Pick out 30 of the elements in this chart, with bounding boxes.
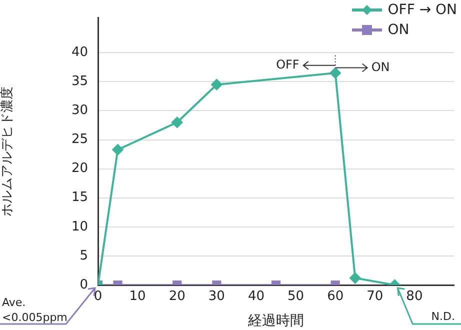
y-tick-label: 35: [71, 74, 88, 90]
y-tick-label: 25: [71, 132, 88, 148]
x-tick-label: 50: [288, 289, 304, 304]
y-tick-label: 0: [80, 277, 88, 292]
y-tick-label: 20: [71, 161, 88, 176]
x-tick-label: 0: [94, 289, 102, 304]
y-axis-title: ホルムアルデヒド濃度: [0, 86, 16, 216]
y-tick-label: 30: [71, 103, 88, 118]
y-tick-label: 5: [80, 248, 88, 264]
annotation: OFF: [276, 58, 300, 72]
x-axis-title: 経過時間: [247, 313, 304, 330]
x-tick-label: 10: [129, 289, 146, 304]
legend-label: ON: [388, 21, 410, 40]
y-tick-label: 15: [71, 190, 88, 206]
y-tick-label: 40: [71, 45, 88, 60]
y-tick-label: 10: [71, 219, 88, 234]
x-tick-label: 80: [406, 289, 423, 304]
x-tick-label: 30: [208, 289, 225, 304]
point: [112, 144, 124, 156]
point: [172, 116, 183, 128]
annotation: N.D.: [431, 310, 455, 323]
x-tick-label: 20: [168, 289, 186, 304]
annotation: Ave. <0.005ppm: [2, 296, 68, 324]
x-tick-label: 60: [327, 289, 344, 304]
annotation: ON: [371, 60, 390, 74]
x-tick-label: 70: [366, 289, 384, 304]
legend-label: OFF → ON: [388, 1, 457, 20]
point: [330, 67, 341, 78]
x-tick-label: 40: [248, 289, 264, 304]
point: [211, 79, 222, 90]
